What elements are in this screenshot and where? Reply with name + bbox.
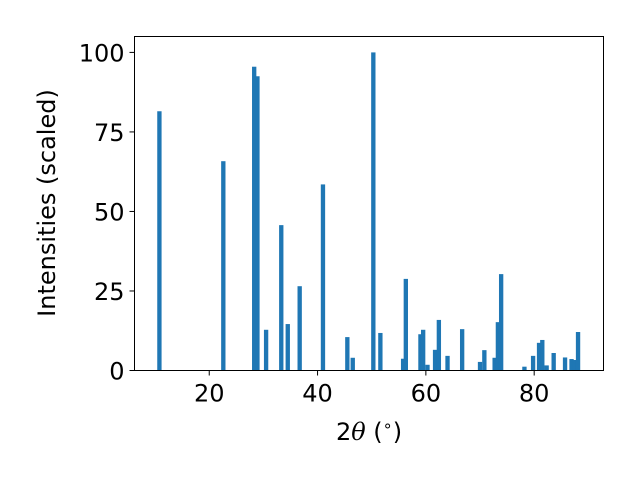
- bar: [255, 76, 260, 371]
- y-tick-label: 0: [109, 358, 124, 386]
- bar: [575, 332, 581, 371]
- x-axis-label-paren-open: (: [366, 418, 383, 446]
- y-axis-label: Intensities (scaled): [33, 89, 61, 317]
- x-tick-label: 20: [194, 380, 225, 408]
- bar: [498, 274, 504, 371]
- x-axis-label: 2θ (∘): [336, 416, 402, 446]
- bar: [285, 324, 290, 371]
- bar: [544, 365, 549, 371]
- bar: [477, 361, 483, 371]
- bar: [569, 359, 574, 371]
- plot-frame: [134, 36, 604, 371]
- bar: [492, 357, 497, 371]
- x-tick-label: 80: [519, 380, 550, 408]
- bar: [540, 339, 545, 371]
- bar: [572, 360, 577, 371]
- bar: [263, 329, 269, 371]
- bar: [425, 364, 430, 371]
- x-axis-label-prefix: 2: [336, 418, 351, 446]
- x-axis-label-unit: ∘: [383, 416, 393, 435]
- bar: [551, 353, 556, 371]
- bar: [400, 358, 406, 371]
- x-tick-label: 60: [411, 380, 442, 408]
- bar: [530, 355, 536, 371]
- y-tick-label: 50: [94, 198, 125, 226]
- bar: [345, 337, 350, 371]
- bar: [482, 350, 487, 371]
- bar: [522, 366, 527, 371]
- bar: [371, 52, 376, 371]
- bar: [459, 329, 465, 371]
- bars: [157, 52, 581, 371]
- bar: [403, 278, 408, 371]
- x-axis-label-symbol: θ: [351, 418, 366, 446]
- bar: [536, 342, 542, 371]
- x-axis-label-paren-close: ): [393, 418, 402, 446]
- bar: [297, 286, 302, 371]
- bar: [418, 334, 423, 371]
- bar: [221, 161, 226, 371]
- bar: [378, 332, 383, 371]
- y-tick-label: 100: [79, 39, 125, 67]
- y-tick-label: 75: [94, 119, 125, 147]
- bar: [279, 225, 284, 371]
- bar: [157, 111, 162, 371]
- y-axis-ticks: 0 25 50 75 100: [79, 39, 135, 386]
- x-axis-ticks: 20 40 60 80: [194, 370, 550, 408]
- x-tick-label: 40: [302, 380, 333, 408]
- bar: [562, 357, 568, 371]
- y-tick-label: 25: [94, 278, 125, 306]
- bar: [445, 355, 450, 371]
- bar: [436, 319, 442, 371]
- bar: [320, 184, 326, 371]
- bar: [350, 357, 355, 371]
- bar: [252, 66, 257, 371]
- bar: [495, 322, 501, 371]
- bar: [420, 329, 426, 371]
- bar: [432, 349, 438, 371]
